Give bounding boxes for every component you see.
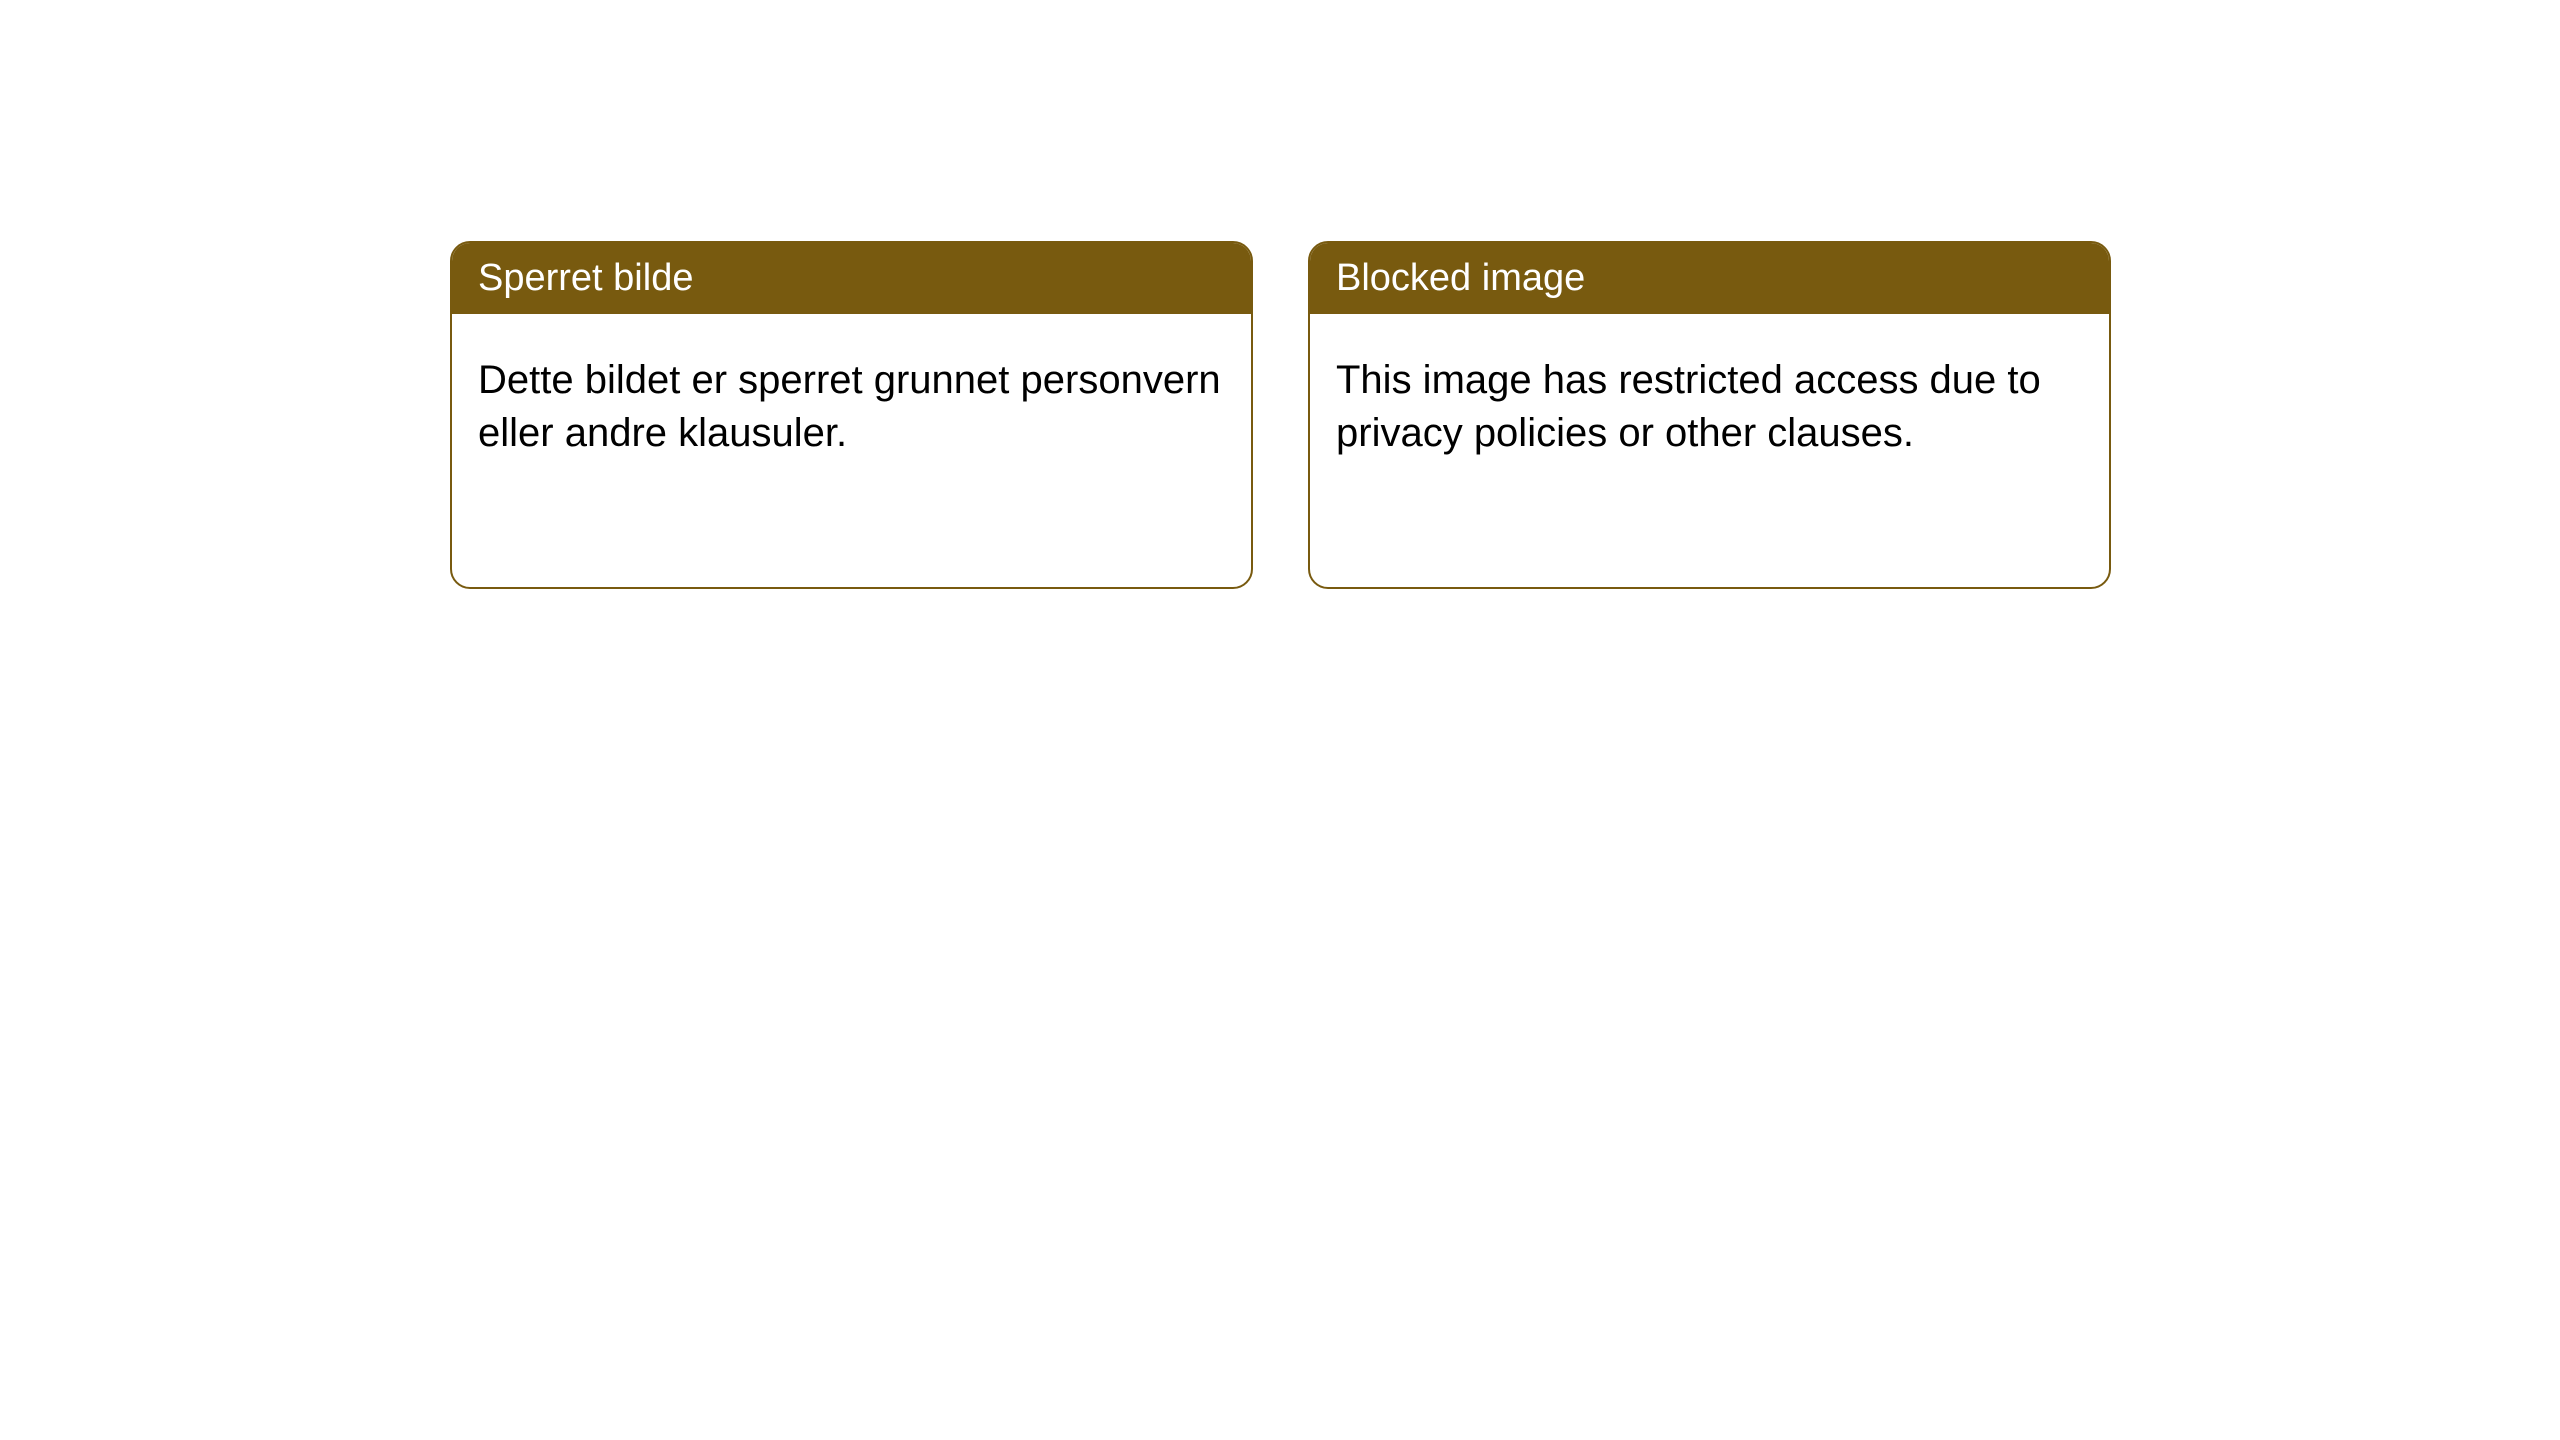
notice-text: Dette bildet er sperret grunnet personve… [478,358,1221,455]
notice-header: Blocked image [1310,243,2109,314]
notice-card-english: Blocked image This image has restricted … [1308,241,2111,589]
notice-title: Blocked image [1336,257,1585,299]
notice-title: Sperret bilde [478,257,693,299]
notice-header: Sperret bilde [452,243,1251,314]
notice-body: Dette bildet er sperret grunnet personve… [452,314,1251,587]
notice-text: This image has restricted access due to … [1336,358,2041,455]
notice-body: This image has restricted access due to … [1310,314,2109,587]
notice-container: Sperret bilde Dette bildet er sperret gr… [450,241,2111,589]
notice-card-norwegian: Sperret bilde Dette bildet er sperret gr… [450,241,1253,589]
